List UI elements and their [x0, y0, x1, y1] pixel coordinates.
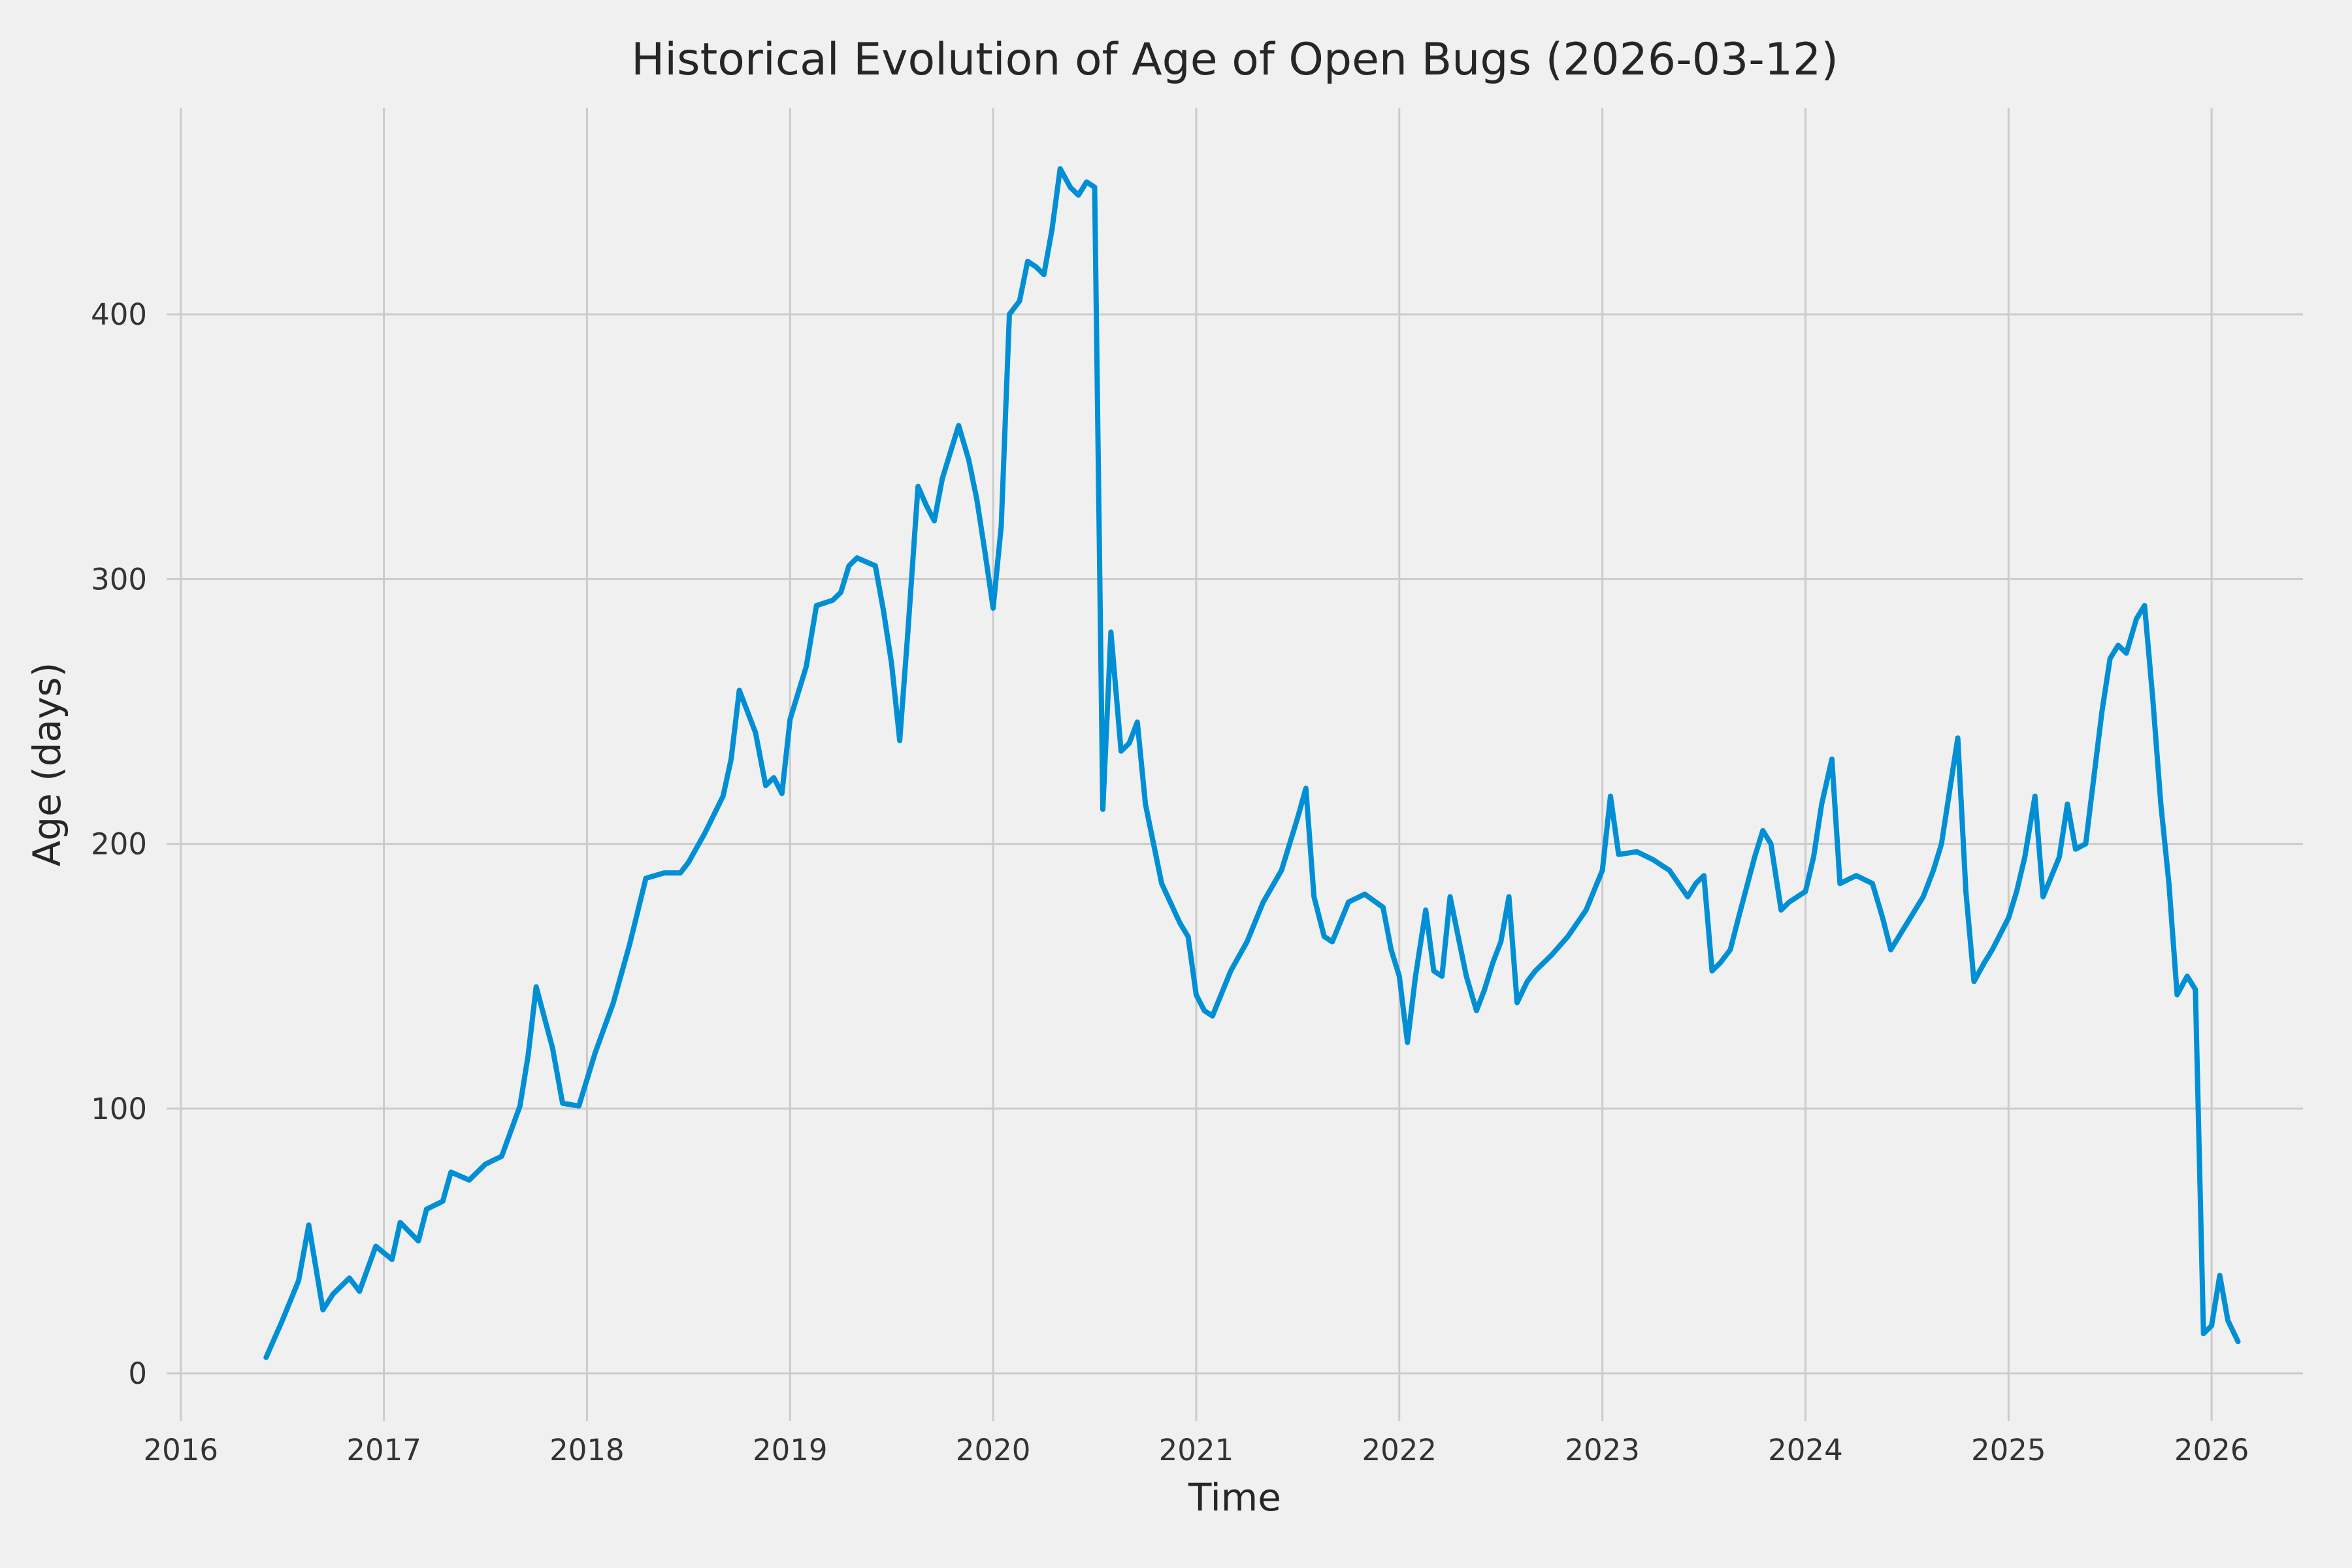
y-tick-label: 300	[91, 562, 147, 596]
plot-background	[167, 108, 2303, 1421]
x-tick-label: 2025	[1971, 1433, 2046, 1467]
y-tick-label: 100	[91, 1092, 147, 1126]
x-tick-label: 2023	[1565, 1433, 1640, 1467]
y-axis-label: Age (days)	[25, 662, 69, 867]
y-tick-label: 0	[128, 1356, 147, 1391]
age-of-open-bugs-line	[263, 166, 2241, 1360]
x-tick-label: 2018	[549, 1433, 625, 1467]
chart-title: Historical Evolution of Age of Open Bugs…	[631, 34, 1838, 86]
x-tick-label: 2019	[753, 1433, 828, 1467]
x-axis-label: Time	[1188, 1475, 1281, 1520]
x-tick-label: 2022	[1362, 1433, 1437, 1467]
x-tick-label: 2021	[1159, 1433, 1234, 1467]
y-tick-label: 400	[91, 297, 147, 332]
x-tick-label: 2017	[346, 1433, 421, 1467]
x-tick-label: 2020	[956, 1433, 1031, 1467]
x-tick-label: 2016	[143, 1433, 218, 1467]
x-tick-label: 2024	[1768, 1433, 1843, 1467]
y-tick-label: 200	[91, 827, 147, 862]
x-tick-label: 2026	[2174, 1433, 2249, 1467]
